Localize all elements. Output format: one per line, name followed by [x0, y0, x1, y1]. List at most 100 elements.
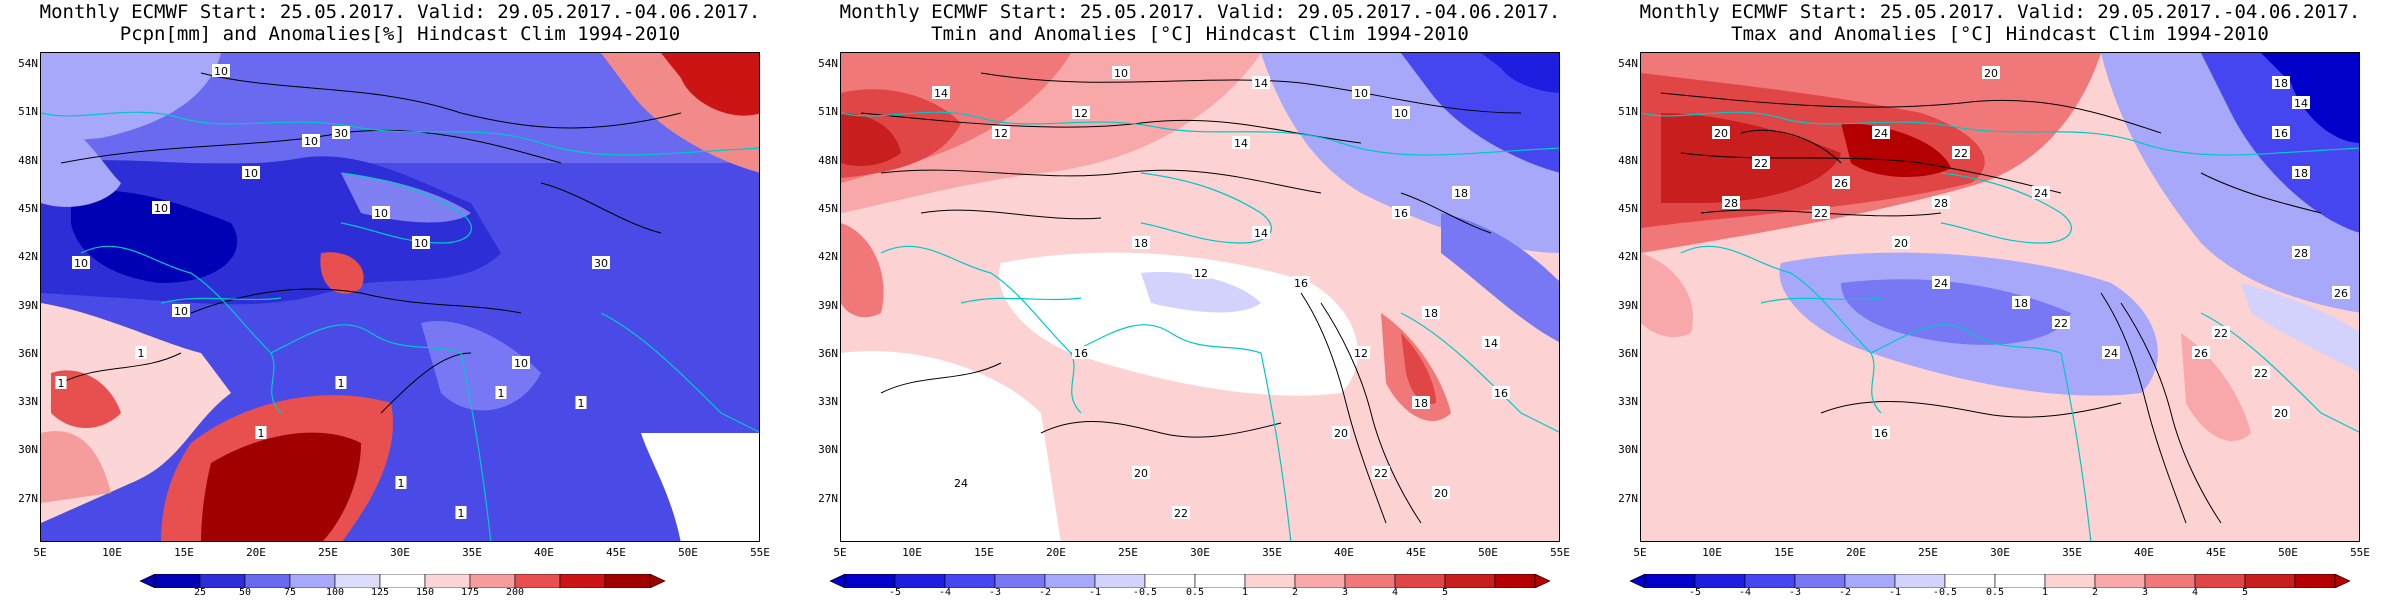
svg-text:1: 1: [458, 507, 465, 520]
contour-value-label: 22: [2252, 366, 2270, 380]
svg-text:22: 22: [1754, 157, 1768, 170]
svg-text:1: 1: [578, 397, 585, 410]
lon-tick-label: 40E: [2134, 546, 2154, 559]
svg-text:10: 10: [74, 257, 88, 270]
lat-tick-label: 27N: [1618, 491, 1638, 505]
svg-text:28: 28: [1934, 197, 1948, 210]
contour-value-label: 14: [932, 86, 950, 100]
svg-text:10: 10: [154, 202, 168, 215]
colorbar-label: 2: [2091, 587, 2099, 598]
lon-tick-label: 20E: [246, 546, 266, 559]
contour-value-label: 10: [512, 356, 530, 370]
colorbar-label: 75: [283, 587, 297, 598]
contour-value-label: 16: [1492, 386, 1510, 400]
contour-value-label: 10: [242, 166, 260, 180]
lon-tick-label: 25E: [318, 546, 338, 559]
contour-value-label: 20: [1982, 66, 2000, 80]
panel-title-line2: Pcpn[mm] and Anomalies[%] Hindcast Clim …: [119, 23, 681, 45]
lat-tick-label: 27N: [818, 491, 838, 505]
svg-text:18: 18: [2014, 297, 2028, 310]
svg-text:26: 26: [2334, 287, 2348, 300]
lon-tick-label: 15E: [174, 546, 194, 559]
svg-text:12: 12: [994, 127, 1008, 140]
svg-text:20: 20: [1984, 67, 1998, 80]
svg-text:24: 24: [954, 477, 968, 490]
contour-value-label: 1: [395, 476, 407, 490]
svg-text:14: 14: [1484, 337, 1498, 350]
svg-text:26: 26: [1834, 177, 1848, 190]
contour-value-label: 1: [255, 426, 267, 440]
lon-tick-label: 45E: [2206, 546, 2226, 559]
colorbar-label: 1: [2041, 587, 2049, 598]
contour-value-label: 10: [72, 256, 90, 270]
contour-value-label: 18: [1422, 306, 1440, 320]
svg-text:14: 14: [2294, 97, 2308, 110]
colorbar-ramp: [829, 574, 1551, 588]
svg-text:20: 20: [1134, 467, 1148, 480]
lon-tick-label: 40E: [534, 546, 554, 559]
colorbar: -5 -4 -3 -2 -1 -0.5 0.5 1 2 3 4 5: [1600, 574, 2400, 600]
colorbar-ramp: [1629, 574, 2351, 588]
lat-tick-label: 33N: [1618, 395, 1638, 409]
lon-tick-label: 15E: [974, 546, 994, 559]
svg-text:10: 10: [244, 167, 258, 180]
contour-value-label: 22: [2052, 316, 2070, 330]
svg-text:1: 1: [58, 377, 65, 390]
svg-text:28: 28: [1724, 197, 1738, 210]
svg-text:18: 18: [1134, 237, 1148, 250]
lat-tick-label: 30N: [818, 443, 838, 457]
contour-value-label: 26: [2332, 286, 2350, 300]
lat-tick-label: 45N: [1618, 201, 1638, 215]
svg-text:18: 18: [2294, 167, 2308, 180]
contour-value-label: 10: [152, 201, 170, 215]
svg-text:10: 10: [304, 135, 318, 148]
contour-value-label: 16: [1392, 206, 1410, 220]
colorbar-label: -1: [1088, 587, 1102, 598]
lat-tick-label: 48N: [1618, 153, 1638, 167]
contour-value-label: 10: [1352, 86, 1370, 100]
svg-text:10: 10: [174, 305, 188, 318]
svg-text:1: 1: [498, 387, 505, 400]
lat-tick-label: 51N: [1618, 105, 1638, 119]
contour-value-label: 18: [2272, 76, 2290, 90]
contour-value-label: 12: [1072, 106, 1090, 120]
svg-text:22: 22: [1374, 467, 1388, 480]
colorbar-label: -1: [1888, 587, 1902, 598]
svg-text:22: 22: [1174, 507, 1188, 520]
contour-value-label: 26: [2192, 346, 2210, 360]
lat-tick-label: 33N: [818, 395, 838, 409]
panel-precipitation: Monthly ECMWF Start: 25.05.2017. Valid: …: [0, 0, 800, 600]
contour-value-label: 22: [2212, 326, 2230, 340]
lat-tick-label: 42N: [818, 250, 838, 264]
colorbar-label: 2: [1291, 587, 1299, 598]
svg-text:10: 10: [414, 237, 428, 250]
colorbar-label: -3: [988, 587, 1002, 598]
svg-text:20: 20: [1894, 237, 1908, 250]
contour-value-label: 24: [1872, 126, 1890, 140]
lon-tick-label: 55E: [1550, 546, 1570, 559]
tmax-anomaly-map: 20 18 14 16 18 20 22 24 22 24 26 28 28 20 22 24 26 18 22 24…: [1640, 52, 2360, 542]
lon-tick-label: 20E: [1846, 546, 1866, 559]
panel-tmin: Monthly ECMWF Start: 25.05.2017. Valid: …: [800, 0, 1600, 600]
contour-value-label: 1: [575, 396, 587, 410]
contour-value-label: 18: [1452, 186, 1470, 200]
panel-tmax: Monthly ECMWF Start: 25.05.2017. Valid: …: [1600, 0, 2400, 600]
svg-text:22: 22: [2254, 367, 2268, 380]
contour-value-label: 12: [1192, 266, 1210, 280]
lon-tick-label: 55E: [2350, 546, 2370, 559]
lat-tick-label: 54N: [18, 57, 38, 70]
lat-tick-label: 33N: [18, 395, 38, 409]
contour-value-label: 24: [2102, 346, 2120, 360]
lon-tick-label: 15E: [1774, 546, 1794, 559]
colorbar-label: 1: [1241, 587, 1249, 598]
contour-value-label: 16: [1072, 346, 1090, 360]
contour-value-label: 14: [2292, 96, 2310, 110]
svg-text:22: 22: [2054, 317, 2068, 330]
svg-text:24: 24: [1874, 127, 1888, 140]
svg-text:1: 1: [398, 477, 405, 490]
contour-value-label: 12: [1352, 346, 1370, 360]
lat-tick-label: 51N: [18, 105, 38, 119]
lat-tick-label: 45N: [818, 201, 838, 215]
contour-value-label: 18: [1412, 396, 1430, 410]
colorbar-label: 5: [1441, 587, 1449, 598]
